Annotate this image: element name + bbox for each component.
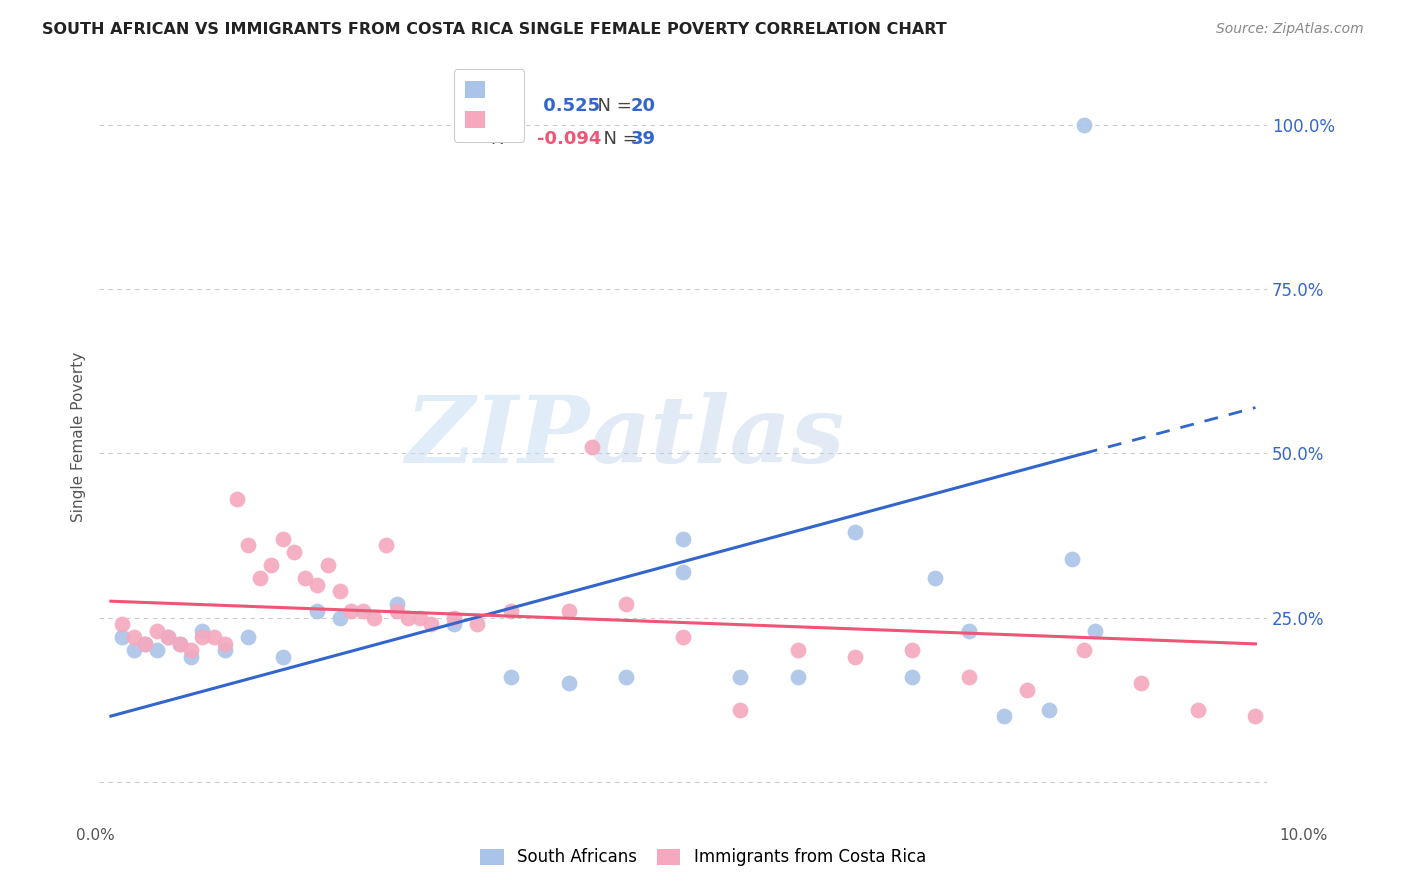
- Point: [844, 525, 866, 540]
- Point: [672, 532, 695, 546]
- Point: [957, 624, 980, 638]
- Text: 39: 39: [631, 130, 655, 148]
- Point: [1084, 624, 1107, 638]
- Point: [214, 637, 236, 651]
- Point: [111, 630, 134, 644]
- Point: [283, 545, 305, 559]
- Point: [385, 604, 408, 618]
- Point: [1130, 676, 1153, 690]
- Point: [1038, 702, 1060, 716]
- Point: [305, 578, 328, 592]
- Point: [901, 670, 924, 684]
- Text: ZIP: ZIP: [405, 392, 589, 482]
- Point: [249, 571, 271, 585]
- Point: [271, 532, 294, 546]
- Text: atlas: atlas: [589, 392, 845, 482]
- Legend: South Africans, Immigrants from Costa Rica: South Africans, Immigrants from Costa Ri…: [474, 842, 932, 873]
- Point: [614, 598, 637, 612]
- Y-axis label: Single Female Poverty: Single Female Poverty: [72, 352, 86, 522]
- Point: [134, 637, 156, 651]
- Point: [420, 617, 443, 632]
- Text: N =: N =: [592, 130, 644, 148]
- Point: [180, 650, 202, 665]
- Point: [443, 617, 465, 632]
- Text: Source: ZipAtlas.com: Source: ZipAtlas.com: [1216, 22, 1364, 37]
- Point: [271, 650, 294, 665]
- Point: [672, 565, 695, 579]
- Point: [374, 538, 396, 552]
- Point: [329, 610, 352, 624]
- Point: [1187, 702, 1209, 716]
- Point: [122, 643, 145, 657]
- Point: [1073, 643, 1095, 657]
- Text: R =: R =: [491, 130, 530, 148]
- Point: [294, 571, 316, 585]
- Text: N =: N =: [586, 97, 638, 115]
- Point: [202, 630, 225, 644]
- Point: [157, 630, 180, 644]
- Point: [145, 624, 167, 638]
- Point: [305, 604, 328, 618]
- Point: [557, 604, 579, 618]
- Point: [409, 610, 432, 624]
- Text: 0.525: 0.525: [537, 97, 600, 115]
- Point: [844, 650, 866, 665]
- Text: R =: R =: [491, 97, 530, 115]
- Point: [1073, 118, 1095, 132]
- Point: [352, 604, 374, 618]
- Point: [993, 709, 1015, 723]
- Point: [134, 637, 156, 651]
- Point: [180, 643, 202, 657]
- Text: -0.094: -0.094: [537, 130, 602, 148]
- Point: [191, 630, 214, 644]
- Point: [501, 670, 523, 684]
- Point: [145, 643, 167, 657]
- Point: [398, 610, 420, 624]
- Point: [111, 617, 134, 632]
- Point: [443, 610, 465, 624]
- Point: [501, 604, 523, 618]
- Point: [191, 624, 214, 638]
- Point: [730, 702, 752, 716]
- Point: [614, 670, 637, 684]
- Point: [385, 598, 408, 612]
- Text: 20: 20: [631, 97, 655, 115]
- Point: [581, 440, 603, 454]
- Text: 0.0%: 0.0%: [76, 829, 115, 843]
- Point: [557, 676, 579, 690]
- Point: [363, 610, 385, 624]
- Point: [786, 643, 808, 657]
- Point: [260, 558, 283, 573]
- Point: [1244, 709, 1267, 723]
- Point: [957, 670, 980, 684]
- Point: [225, 492, 247, 507]
- Point: [238, 538, 260, 552]
- Point: [1015, 682, 1038, 697]
- Point: [672, 630, 695, 644]
- Text: 10.0%: 10.0%: [1279, 829, 1327, 843]
- Point: [901, 643, 924, 657]
- Point: [122, 630, 145, 644]
- Point: [1062, 551, 1084, 566]
- Point: [340, 604, 363, 618]
- Legend:   ,   : ,: [454, 70, 524, 142]
- Point: [730, 670, 752, 684]
- Point: [465, 617, 488, 632]
- Point: [157, 630, 180, 644]
- Point: [169, 637, 191, 651]
- Point: [924, 571, 946, 585]
- Point: [786, 670, 808, 684]
- Text: SOUTH AFRICAN VS IMMIGRANTS FROM COSTA RICA SINGLE FEMALE POVERTY CORRELATION CH: SOUTH AFRICAN VS IMMIGRANTS FROM COSTA R…: [42, 22, 946, 37]
- Point: [214, 643, 236, 657]
- Point: [329, 584, 352, 599]
- Point: [238, 630, 260, 644]
- Point: [318, 558, 340, 573]
- Point: [169, 637, 191, 651]
